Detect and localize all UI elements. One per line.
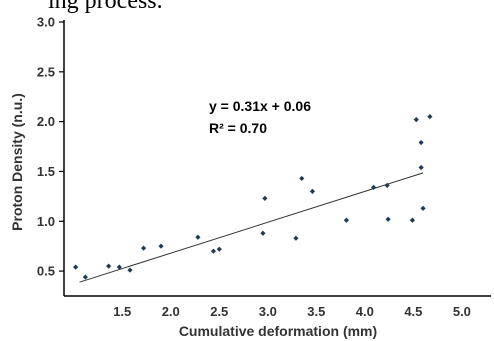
x-tick-label: 3.5 — [307, 304, 325, 319]
x-tick-label: 4.0 — [356, 304, 374, 319]
data-point — [82, 274, 88, 280]
data-point — [418, 139, 424, 146]
x-axis-ticks: 1.5 2.0 2.5 3.0 3.5 4.0 4.5 5.0 — [113, 304, 471, 319]
x-tick-label: 2.5 — [210, 304, 228, 319]
data-point — [262, 195, 268, 201]
data-point — [343, 217, 350, 223]
data-point — [413, 117, 419, 123]
data-point — [299, 175, 305, 182]
y-tick-label: 0.5 — [37, 264, 55, 279]
y-tick-label: 1.0 — [37, 214, 55, 229]
y-tick-label: 1.5 — [37, 164, 55, 179]
page-text-fragment: ing process. — [48, 0, 163, 14]
data-point — [370, 184, 377, 190]
y-tick-label: 2.5 — [37, 64, 55, 79]
data-point — [384, 182, 390, 189]
data-point — [260, 230, 266, 236]
data-point — [140, 245, 147, 251]
data-point — [73, 264, 79, 270]
data-point — [195, 234, 201, 240]
x-tick-label: 4.5 — [404, 304, 422, 319]
y-axis-title: Proton Density (n.u.) — [9, 93, 25, 231]
data-point — [427, 114, 433, 120]
r-squared-label: R² = 0.70 — [209, 120, 267, 136]
y-axis-ticks: 0.5 1.0 1.5 2.0 2.5 3.0 — [37, 15, 64, 279]
x-tick-label: 5.0 — [453, 304, 471, 319]
x-tick-label: 1.5 — [113, 304, 131, 319]
chart-axes — [63, 20, 491, 297]
equation-label: y = 0.31x + 0.06 — [209, 98, 311, 114]
data-point — [293, 235, 299, 241]
x-tick-label: 2.0 — [162, 304, 180, 319]
data-point — [210, 248, 217, 254]
data-point — [385, 216, 391, 222]
data-point — [106, 263, 112, 269]
trendline — [79, 172, 424, 283]
data-point — [127, 267, 133, 273]
y-tick-label: 2.0 — [37, 114, 55, 129]
data-points — [73, 114, 433, 280]
x-tick-label: 3.0 — [259, 304, 277, 319]
data-point — [409, 217, 415, 223]
data-point — [158, 243, 164, 249]
data-point — [420, 205, 426, 211]
data-point — [418, 164, 424, 171]
trendline-group — [79, 172, 424, 283]
data-point — [309, 188, 316, 194]
x-axis-title: Cumulative deformation (mm) — [179, 323, 377, 339]
y-tick-label: 3.0 — [37, 15, 55, 30]
data-point — [216, 246, 222, 252]
data-point — [116, 264, 122, 270]
